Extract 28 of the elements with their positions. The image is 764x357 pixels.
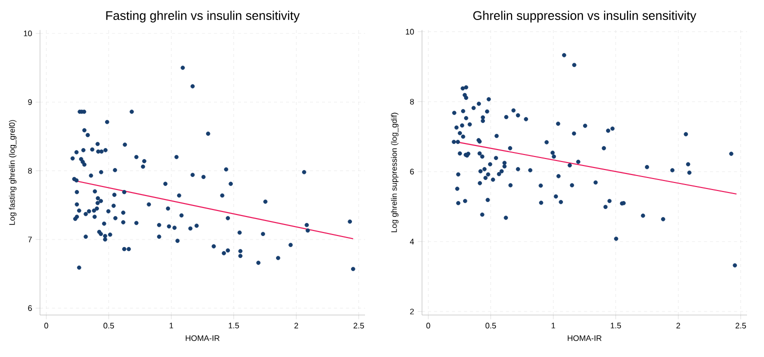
y-tick-label: 9: [28, 99, 32, 105]
y-tick-label: 8: [410, 98, 414, 105]
y-tick-label: 4: [410, 238, 414, 244]
y-tick-label: 8: [28, 168, 32, 174]
y-tick-label: 7: [28, 236, 32, 242]
x-tick-label: 1: [552, 322, 556, 328]
x-axis-title: HOMA-IR: [568, 335, 602, 341]
x-tick-label: 1: [170, 322, 174, 328]
x-tick-label: 0.5: [486, 322, 496, 328]
x-tick-label: 2.5: [354, 322, 364, 328]
y-axis-title: Log ghrelin suppression (log_gdif): [390, 112, 398, 232]
y-axis-title: Log fasting ghrelin (log_grel0): [8, 120, 16, 225]
x-tick-label: 2: [676, 322, 680, 328]
chart-title: Ghrelin suppression vs insulin sensitivity: [473, 10, 696, 22]
y-tick-label: 2: [410, 308, 414, 314]
x-axis-title: HOMA-IR: [186, 335, 220, 341]
y-tick-label: 10: [24, 30, 32, 36]
x-tick-label: 0: [426, 322, 430, 328]
x-tick-label: 0.5: [104, 322, 114, 328]
chart-title: Fasting ghrelin vs insulin sensitivity: [106, 10, 300, 22]
x-tick-label: 1.5: [228, 322, 239, 328]
x-tick-label: 1.5: [610, 322, 621, 328]
x-tick-label: 0: [44, 322, 48, 328]
y-tick-label: 10: [406, 28, 414, 35]
y-tick-label: 6: [410, 168, 414, 174]
x-tick-label: 2: [294, 322, 298, 328]
x-tick-label: 2.5: [736, 322, 746, 328]
y-tick-label: 6: [28, 305, 32, 311]
